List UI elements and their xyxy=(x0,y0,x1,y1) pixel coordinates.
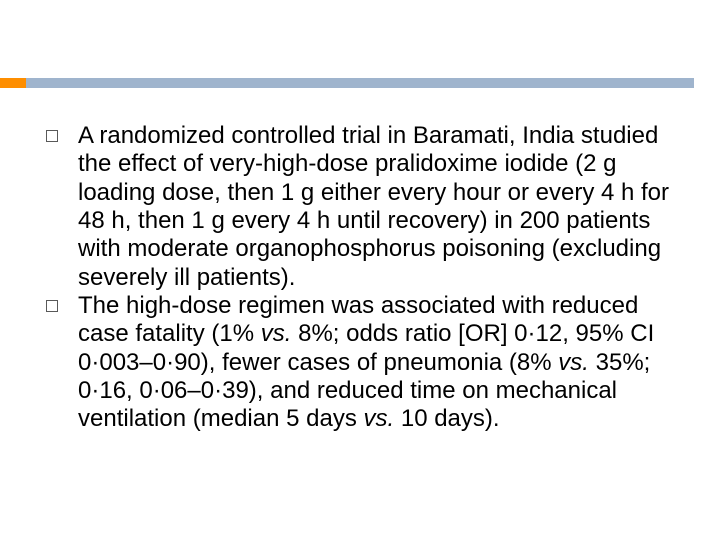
accent-bar xyxy=(0,78,26,88)
slide: A randomized controlled trial in Baramat… xyxy=(0,0,720,540)
list-item: A randomized controlled trial in Baramat… xyxy=(46,122,670,292)
bullet-text: A randomized controlled trial in Baramat… xyxy=(78,122,670,292)
list-item: The high-dose regimen was associated wit… xyxy=(46,292,670,434)
content-area: A randomized controlled trial in Baramat… xyxy=(46,122,670,433)
square-bullet-icon xyxy=(46,130,58,142)
bullet-text: The high-dose regimen was associated wit… xyxy=(78,292,670,434)
header-divider xyxy=(26,78,694,88)
square-bullet-icon xyxy=(46,300,58,312)
